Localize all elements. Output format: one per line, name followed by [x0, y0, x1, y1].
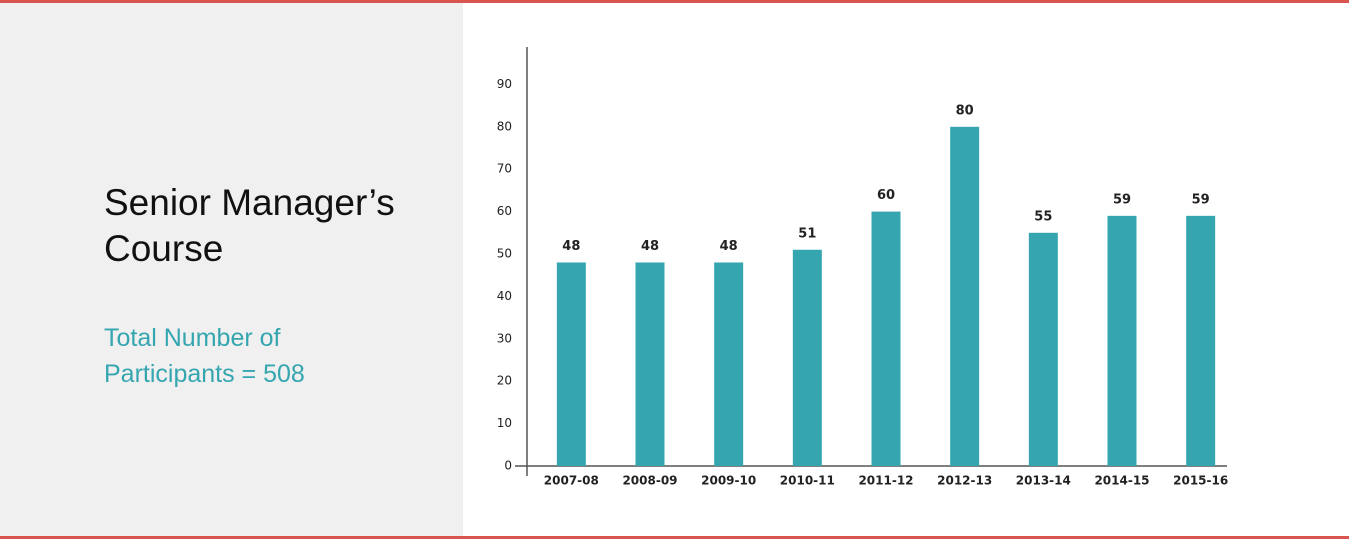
y-tick-label: 60	[497, 204, 512, 218]
y-tick-label: 30	[497, 331, 512, 345]
bar	[714, 262, 744, 466]
bar	[1107, 215, 1137, 466]
y-tick-label: 40	[497, 289, 512, 303]
x-tick-label: 2015-16	[1173, 474, 1228, 488]
bar	[792, 249, 822, 466]
x-tick-label: 2011-12	[858, 474, 913, 488]
value-label: 80	[956, 103, 974, 118]
value-label: 48	[562, 239, 580, 254]
bar	[556, 262, 586, 466]
y-tick-label: 80	[497, 119, 512, 133]
bar	[1028, 232, 1058, 466]
value-label: 55	[1034, 209, 1052, 224]
bar	[950, 126, 980, 467]
side-panel	[0, 3, 463, 536]
bar	[635, 262, 665, 466]
x-tick-label: 2012-13	[937, 474, 992, 488]
value-label: 60	[877, 188, 895, 203]
x-tick-label: 2013-14	[1016, 474, 1071, 488]
chart-title: Senior Manager’s Course	[104, 182, 395, 269]
value-label: 59	[1192, 192, 1210, 207]
bar	[871, 211, 901, 466]
x-tick-label: 2007-08	[544, 474, 599, 488]
y-tick-label: 70	[497, 162, 512, 176]
value-label: 48	[641, 239, 659, 254]
y-tick-label: 20	[497, 374, 512, 388]
x-tick-label: 2008-09	[622, 474, 677, 488]
value-label: 59	[1113, 192, 1131, 207]
bar	[1186, 215, 1216, 466]
value-label: 51	[798, 226, 816, 241]
x-tick-label: 2010-11	[780, 474, 835, 488]
x-tick-label: 2009-10	[701, 474, 756, 488]
y-tick-label: 90	[497, 77, 512, 91]
value-label: 48	[720, 239, 738, 254]
y-tick-label: 50	[497, 247, 512, 261]
chart-subtitle: Total Number of Participants = 508	[104, 324, 305, 388]
top-border	[0, 0, 1349, 3]
x-tick-label: 2014-15	[1094, 474, 1149, 488]
y-tick-label: 10	[497, 416, 512, 430]
bottom-border	[0, 536, 1349, 539]
y-tick-label: 0	[504, 459, 512, 473]
